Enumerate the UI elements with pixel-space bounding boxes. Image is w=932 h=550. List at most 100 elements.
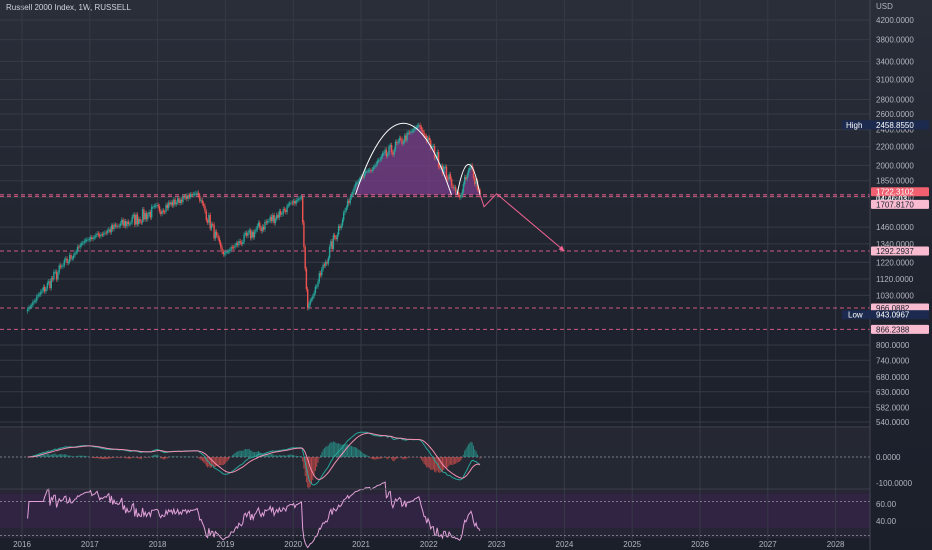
candle-body <box>95 235 97 238</box>
candle-body <box>242 241 244 244</box>
candle-body <box>291 202 293 204</box>
y-tick-label: 740.0000 <box>876 356 910 365</box>
candle-body <box>313 292 315 297</box>
candle-body <box>372 167 375 170</box>
candle-body <box>346 200 349 208</box>
candle-body <box>392 152 394 155</box>
candle-body <box>385 149 388 156</box>
y-tick-label: 3400.0000 <box>876 57 914 66</box>
candle-body <box>340 225 342 228</box>
candle-body <box>160 211 162 214</box>
projection-arrow-head <box>558 245 565 251</box>
candle-body <box>331 241 333 250</box>
candle-body <box>269 216 271 221</box>
candle-body <box>178 198 180 203</box>
candle-body <box>355 183 358 184</box>
candle-body <box>82 243 84 244</box>
candle-body <box>76 246 79 252</box>
macd-tick-label: 0.0000 <box>876 453 901 462</box>
candle-body <box>203 203 205 207</box>
candle-body <box>40 291 42 295</box>
candle-body <box>349 197 351 204</box>
level-badge: 1707.8170 <box>876 200 914 209</box>
candle-body <box>415 127 417 128</box>
candle-body <box>157 204 159 207</box>
candle-body <box>296 199 299 201</box>
candle-body <box>348 200 350 204</box>
candle-body <box>206 220 209 223</box>
candle-body <box>251 231 253 239</box>
candle-body <box>406 132 408 141</box>
candle-body <box>193 194 196 195</box>
candle-body <box>88 239 90 241</box>
candle-body <box>135 214 137 225</box>
candle-body <box>354 183 357 188</box>
candle-body <box>260 228 262 232</box>
candle-body <box>218 238 221 243</box>
candle-body <box>387 154 389 156</box>
candle-body <box>191 194 193 196</box>
candle-body <box>186 195 188 199</box>
candle-body <box>147 214 149 220</box>
candle-body <box>239 241 241 243</box>
candle-body <box>48 281 50 283</box>
candle-body <box>433 146 436 158</box>
candle-body <box>326 262 328 264</box>
y-tick-label: 2400.0000 <box>876 126 914 135</box>
candle-body <box>299 197 301 199</box>
candle-body <box>33 301 35 302</box>
candle-body <box>273 215 275 224</box>
candle-body <box>49 281 51 289</box>
candle-body <box>412 129 415 131</box>
candle-body <box>304 247 306 269</box>
candle-body <box>398 137 401 142</box>
candle-body <box>29 306 31 308</box>
candle-body <box>217 235 219 239</box>
candle-body <box>244 233 247 235</box>
candle-body <box>379 159 381 161</box>
candle-body <box>281 214 283 215</box>
candle-body <box>430 140 432 148</box>
candle-body <box>270 216 273 221</box>
candle-body <box>447 177 449 180</box>
candle-body <box>357 181 359 183</box>
candle-body <box>422 129 424 133</box>
candle-body <box>378 160 380 161</box>
candle-body <box>114 224 116 227</box>
low-value: 943.0967 <box>876 311 910 320</box>
grid-lines <box>0 0 870 540</box>
candle-body <box>174 199 176 205</box>
candle-body <box>371 169 373 171</box>
candle-body <box>307 289 309 308</box>
candle-body <box>75 251 77 253</box>
candle-body <box>162 210 165 212</box>
candle-body <box>381 153 384 157</box>
candle-body <box>139 219 141 222</box>
candle-body <box>143 209 145 220</box>
candle-body <box>100 234 102 237</box>
candle-body <box>128 223 131 225</box>
candle-body <box>366 170 368 172</box>
candle-body <box>102 233 105 235</box>
candle-body <box>427 137 429 141</box>
y-tick-label: 1220.0000 <box>876 258 914 267</box>
candle-body <box>97 233 100 235</box>
rsi-band <box>0 494 870 528</box>
level-badge-bg <box>871 199 929 209</box>
candle-body <box>38 294 41 296</box>
candle-body <box>152 206 154 208</box>
candle-body <box>336 234 338 240</box>
candle-body <box>318 273 320 282</box>
candle-body <box>187 195 189 199</box>
candle-body <box>312 296 314 299</box>
candle-body <box>221 247 223 252</box>
candle-body <box>264 221 266 230</box>
candle-body <box>390 145 393 153</box>
macd-line <box>27 431 481 486</box>
candle-body <box>41 290 43 292</box>
candle-body <box>362 176 364 178</box>
candle-body <box>330 241 332 247</box>
candle-body <box>359 178 362 180</box>
